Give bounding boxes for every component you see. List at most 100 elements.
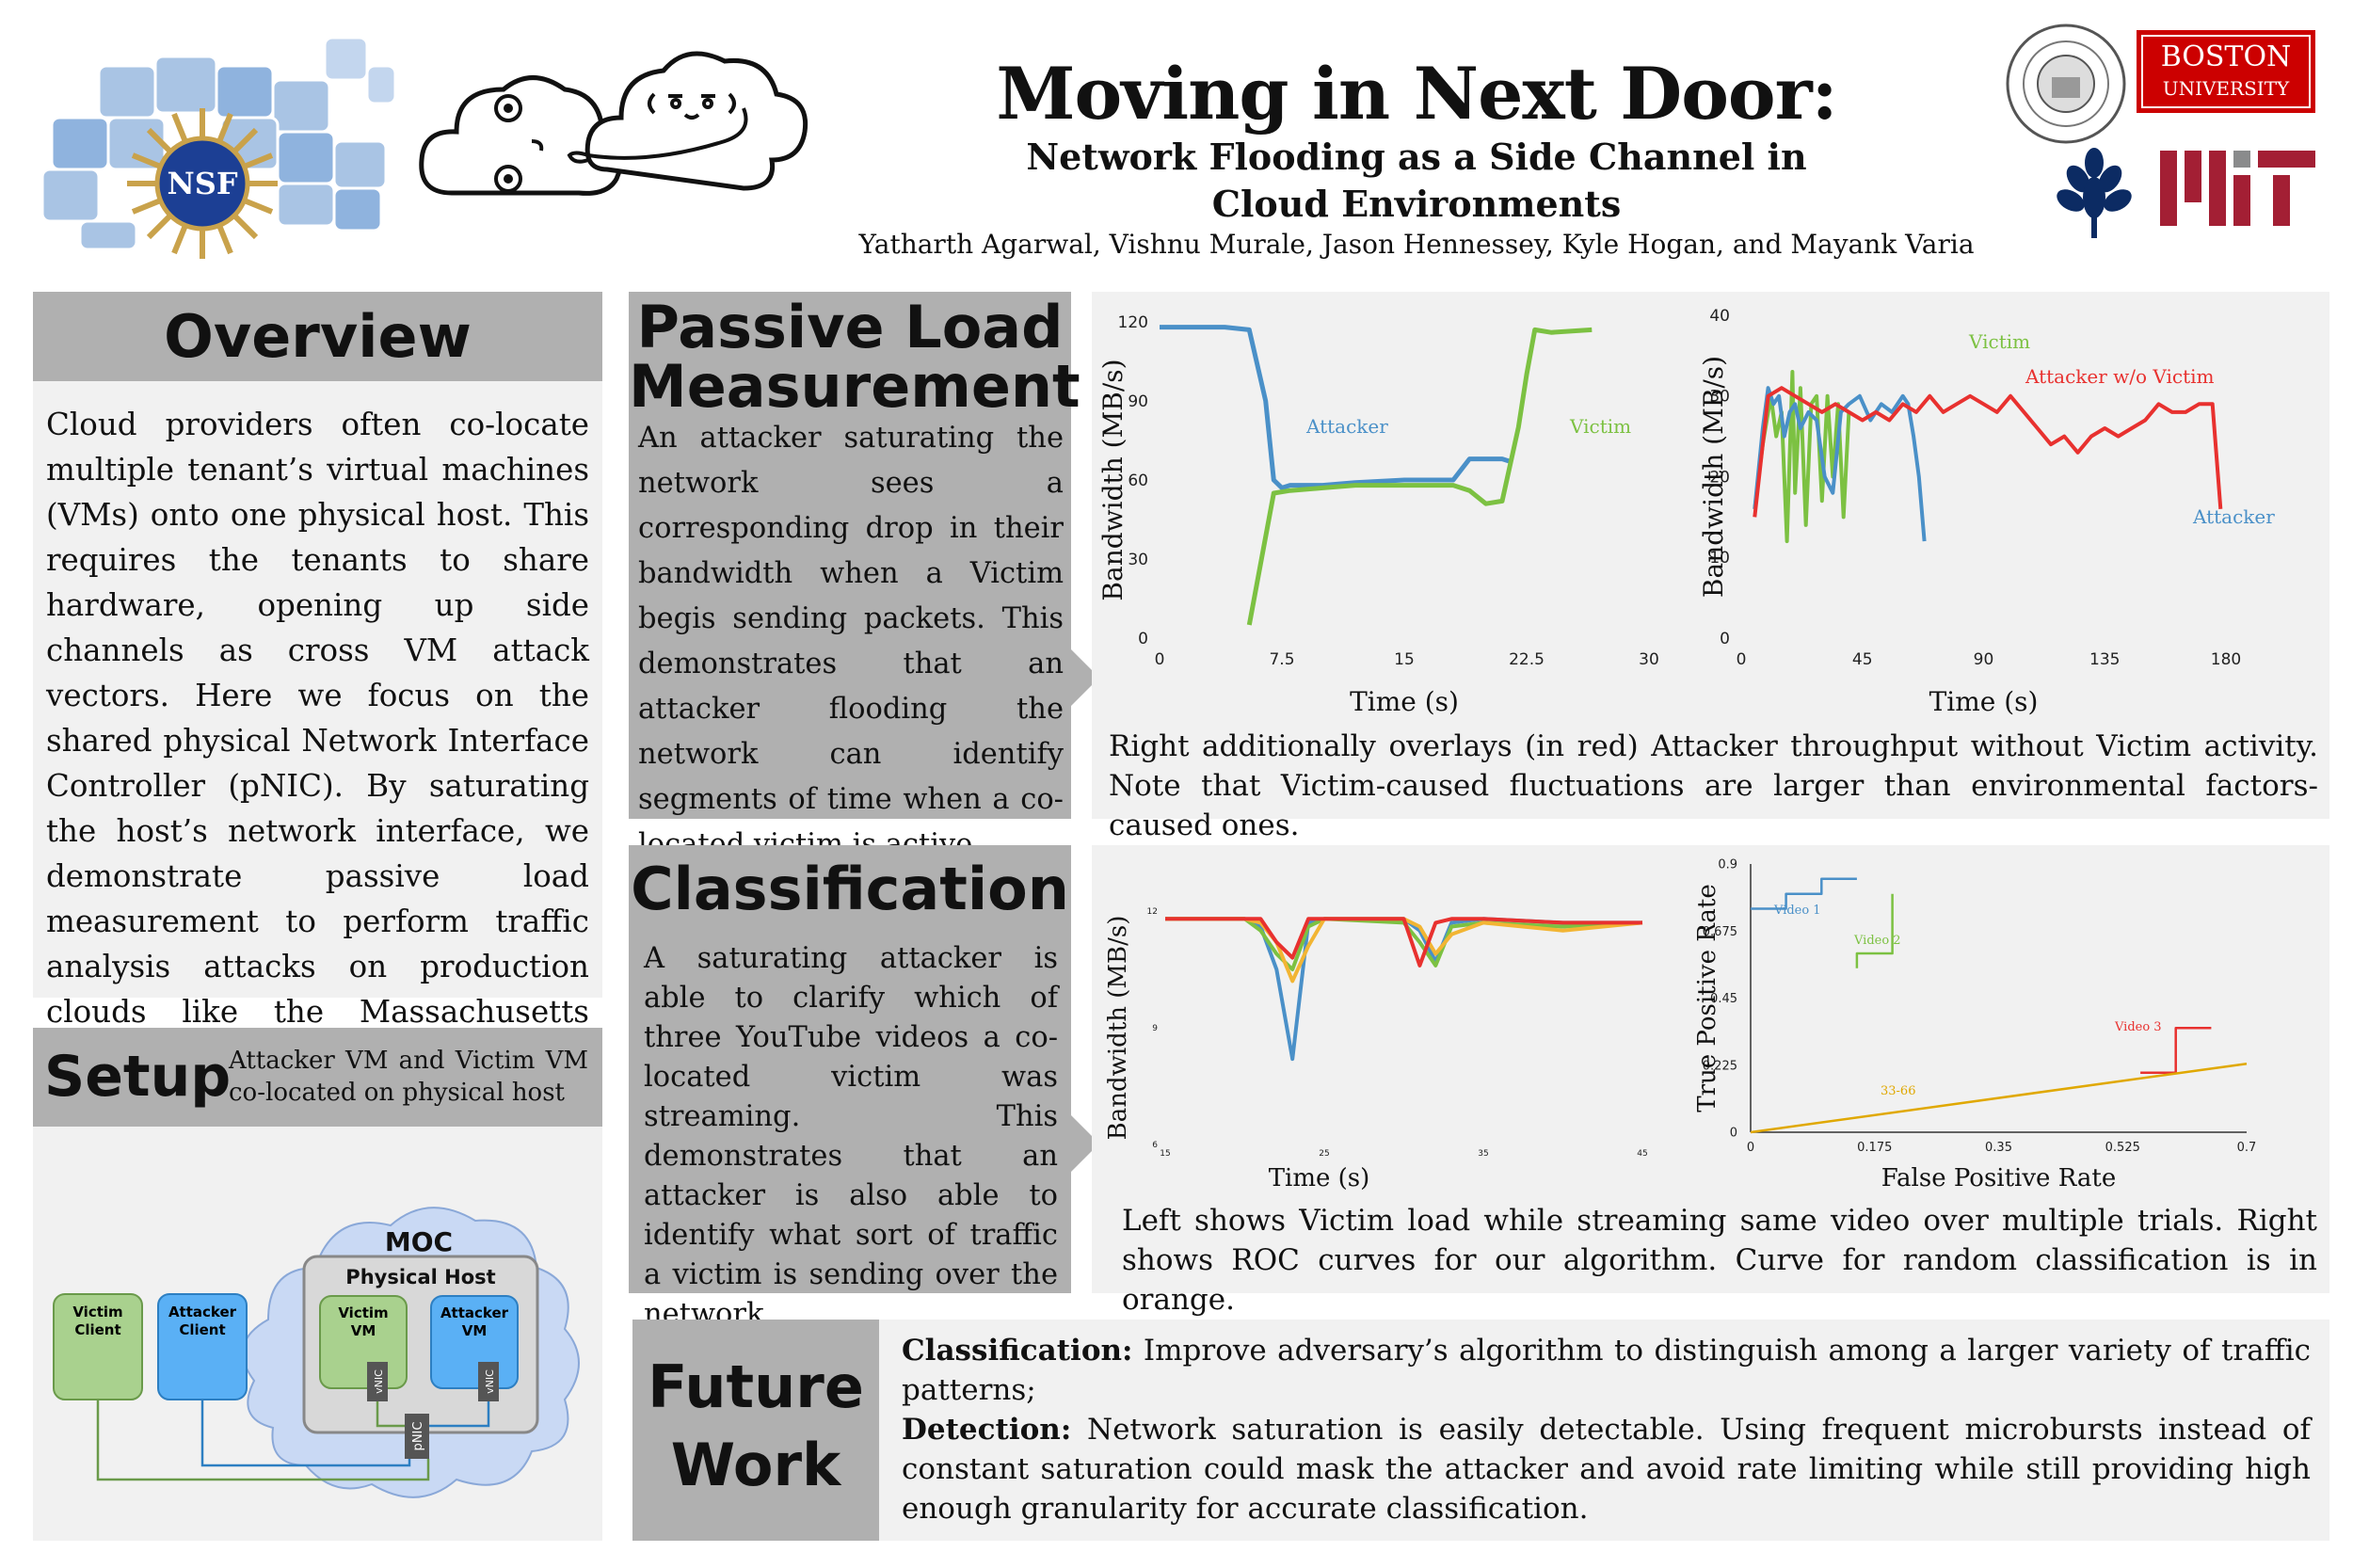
- future-heading-line2: Work: [670, 1431, 841, 1499]
- overview-heading: Overview: [164, 302, 472, 371]
- setup-diagram: MOC Physical Host Victim VM Attacker VM …: [53, 1207, 580, 1498]
- x-tick-label: 15: [1160, 1149, 1170, 1159]
- passive-heading-line1: Passive Load: [636, 293, 1064, 361]
- y-tick-label: 0.9: [1718, 858, 1737, 872]
- series-label: Video 2: [1853, 934, 1901, 948]
- classification-chart-panel: 15 25 35 45 6 9 12 Time (s) Bandwidth (MB/s) 0 0.…: [1092, 845, 2329, 1317]
- x-tick-label: 22.5: [1509, 650, 1545, 669]
- series-label: Attacker: [2192, 505, 2275, 528]
- series-label: Victim: [1569, 415, 1631, 438]
- attacker-vnic-box: [478, 1362, 499, 1401]
- y-axis-label: Bandwidth (MB/s): [1698, 356, 1729, 598]
- author-list: Yatharth Agarwal, Vishnu Murale, Jason H…: [858, 229, 1975, 260]
- y-tick-label: 20: [1709, 468, 1730, 487]
- y-tick-label: 120: [1118, 313, 1148, 332]
- y-tick-label: 9: [1152, 1024, 1158, 1033]
- victim-vnic-label: vNIC: [373, 1369, 385, 1394]
- x-tick-label: 135: [2089, 650, 2120, 669]
- future-item2-text: Network saturation is easily detectable.…: [902, 1413, 2311, 1526]
- series-line-victim: [1753, 370, 1851, 544]
- x-tick-label: 0.525: [2105, 1141, 2140, 1155]
- x-tick-label: 0.175: [1857, 1141, 1892, 1155]
- victim-vnic-box: [367, 1362, 388, 1401]
- y-tick-label: 90: [1128, 392, 1148, 411]
- victim-client-line1: Victim: [72, 1304, 122, 1320]
- series-line-trial-2: [1165, 917, 1643, 971]
- series-label: Victim: [1968, 330, 2030, 353]
- series-label: 33-66: [1881, 1084, 1915, 1098]
- classification-heading: Classification: [631, 855, 1069, 923]
- northeastern-seal-icon: [2003, 21, 2130, 148]
- attacker-vnic-label: vNIC: [484, 1369, 496, 1394]
- victim-load-trials-chart: 15 25 35 45 6 9 12 Time (s) Bandwidth (MB/s): [1104, 907, 1648, 1192]
- y-tick-label: 30: [1128, 551, 1148, 569]
- x-tick-label: 45: [1852, 650, 1873, 669]
- attacker-vm-line1: Attacker: [440, 1304, 509, 1321]
- victim-client-line2: Client: [74, 1321, 120, 1338]
- x-axis-label: Time (s): [1269, 1164, 1370, 1192]
- y-axis-label: Bandwidth (MB/s): [1104, 916, 1132, 1141]
- passive-caption: Right additionally overlays (in red) Att…: [1109, 729, 2318, 842]
- poster-subtitle: Network Flooding as a Side Channel in Cl…: [1026, 136, 1807, 225]
- victim-link: [96, 1400, 430, 1481]
- y-axis-label: Bandwidth (MB/s): [1097, 359, 1128, 600]
- x-tick-label: 90: [1974, 650, 1994, 669]
- pnic-box: [405, 1414, 429, 1459]
- classification-caption: Left shows Victim load while streaming s…: [1122, 1204, 2317, 1317]
- x-tick-label: 0.7: [2237, 1141, 2257, 1155]
- y-tick-label: 30: [1709, 388, 1730, 407]
- victim-vm-line1: Victim: [338, 1304, 388, 1321]
- y-tick-label: 10: [1709, 549, 1730, 568]
- y-tick-label: 6: [1152, 1141, 1158, 1150]
- series-line-attacker-w-o-victim: [1753, 386, 2223, 518]
- x-tick-label: 0.35: [1985, 1141, 2012, 1155]
- x-axis-label: Time (s): [1929, 686, 2039, 717]
- series-line-33-66: [1750, 1062, 2248, 1134]
- future-item1-label: Classification:: [902, 1334, 1133, 1368]
- series-line-attacker: [1753, 386, 1927, 542]
- setup-diagram-panel: MOC Physical Host Victim VM Attacker VM …: [33, 1127, 602, 1541]
- attacker-client-line2: Client: [179, 1321, 225, 1338]
- setup-header: Setup Attacker VM and Victim VM co-locat…: [33, 1028, 602, 1127]
- nsf-text: NSF: [167, 166, 237, 201]
- x-tick-label: 7.5: [1269, 650, 1294, 669]
- x-tick-label: 30: [1639, 650, 1659, 669]
- y-tick-label: 0: [1720, 630, 1730, 648]
- passive-chart-panel: 0 7.5 15 22.5 30 0 30 60 90 120 Time (s) Bandwidth …: [1092, 292, 2329, 842]
- y-tick-label: 12: [1147, 907, 1158, 917]
- setup-heading: Setup: [44, 1044, 232, 1110]
- series-label: Video 3: [2114, 1020, 2162, 1034]
- x-tick-label: 15: [1394, 650, 1415, 669]
- classification-text-panel: Classification A saturating attacker is …: [629, 845, 1071, 1331]
- passive-text-panel: Passive Load Measurement An attacker sat…: [629, 292, 1080, 861]
- x-tick-label: 25: [1319, 1149, 1329, 1159]
- series-line-trial-3: [1165, 917, 1643, 984]
- y-axis-label: True Positive Rate: [1693, 884, 1721, 1112]
- bu-line2: UNIVERSITY: [2162, 77, 2290, 100]
- mit-logo: [2160, 151, 2315, 226]
- passive-heading-line2: Measurement: [629, 352, 1080, 421]
- setup-caption: Attacker VM and Victim VM co-located on …: [229, 1047, 588, 1107]
- attacker-client-line1: Attacker: [168, 1304, 237, 1320]
- y-tick-label: 0: [1730, 1127, 1737, 1141]
- x-tick-label: 0: [1155, 650, 1165, 669]
- y-tick-label: 0.45: [1710, 992, 1737, 1006]
- classification-body: A saturating attacker is able to clarify…: [644, 942, 1058, 1331]
- series-line-trial-4: [1165, 917, 1642, 968]
- poster-title: Moving in Next Door:: [996, 52, 1837, 136]
- attacker-vnic-link: [429, 1401, 490, 1428]
- x-tick-label: 0: [1737, 650, 1747, 669]
- future-item2-label: Detection:: [902, 1413, 1072, 1447]
- x-axis-label: Time (s): [1350, 686, 1459, 717]
- y-tick-label: 40: [1709, 307, 1730, 326]
- x-tick-label: 35: [1478, 1149, 1488, 1159]
- series-line-attacker: [1160, 325, 1512, 490]
- attacker-victim-bandwidth-chart: 0 7.5 15 22.5 30 0 30 60 90 120 Time (s) Bandwidth …: [1097, 313, 1659, 717]
- y-tick-label: 0.675: [1703, 925, 1737, 939]
- attacker-vm-line2: VM: [462, 1322, 488, 1339]
- overview-body: Cloud providers often co-locate multiple…: [33, 381, 602, 1075]
- victim-vm-line2: VM: [351, 1322, 376, 1339]
- x-axis-label: False Positive Rate: [1881, 1164, 2116, 1192]
- series-label: Attacker w/o Victim: [2025, 365, 2215, 388]
- attacker-without-victim-chart: 0 45 90 135 180 0 10 20 30 40 Time (s) Bandwidth (M…: [1698, 307, 2275, 717]
